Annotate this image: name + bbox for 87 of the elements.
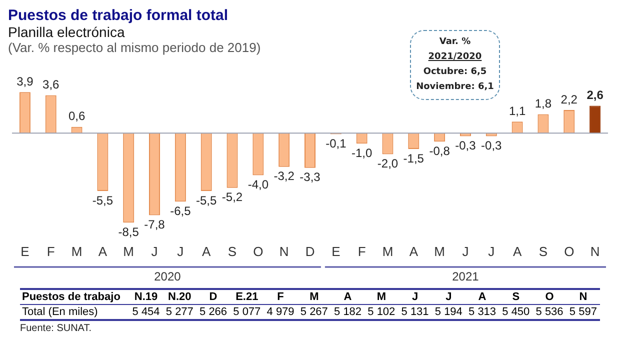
category-label: N [578,290,588,304]
category-label: M [308,290,320,304]
data-label: -0,8 [429,144,450,158]
chart-subtitle: Planilla electrónica [8,24,126,40]
data-label: -3,3 [300,170,321,184]
x-tick-label: F [46,244,55,259]
data-label: -0,3 [455,138,476,153]
category-label: S [511,290,521,304]
data-label: -1,5 [403,151,424,166]
x-tick-label: J [177,244,184,259]
x-tick-label: M [123,244,134,259]
data-label: 5 266 [198,305,228,320]
category-label: N.20 [167,290,192,304]
data-label: -5,2 [222,190,243,204]
text: Total (En miles) [21,305,99,320]
data-label: -2,0 [377,156,398,171]
data-label: 5 182 [333,305,363,320]
x-tick-label: J [488,244,495,259]
data-label: 5 313 [468,305,498,320]
category-label: E.21 [234,290,260,304]
data-label: -5,5 [196,193,218,208]
data-label: 3,6 [42,78,60,92]
x-tick-label: N [590,244,600,259]
data-label: 5 277 [164,305,194,320]
x-tick-label: A [202,244,212,259]
source-note: Fuente: SUNAT. [20,323,93,334]
data-label: 2,2 [560,92,578,106]
x-tick-label: D [305,244,315,259]
category-label: N.19 [133,290,159,304]
x-tick-label: J [462,244,469,259]
text: 2021 [452,269,480,284]
data-label: 0,6 [68,109,86,124]
y-axis-title: (Var. % respecto al mismo periodo de 2019) [8,40,261,56]
data-label: -4,0 [248,178,269,192]
data-label: 5 454 [131,305,161,320]
data-label: -5,5 [92,193,114,208]
x-tick-label: S [538,244,548,259]
category-label: M [376,290,387,304]
x-tick-label: A [98,244,108,259]
text: Puestos de trabajo [21,290,122,304]
x-tick-label: M [71,244,82,259]
text: Var. % [438,36,472,49]
category-label: O [544,290,555,304]
data-label: 5 194 [434,305,464,320]
data-label: 5 536 [534,305,564,320]
x-tick-label: E [20,244,30,259]
x-tick-label: F [358,244,366,259]
x-tick-label: M [434,244,445,259]
text: 2020 [154,269,182,284]
text: 2021/2020 [427,51,483,64]
data-label: -7,8 [144,218,166,232]
category-label: F [276,290,285,304]
x-tick-label: N [279,244,289,259]
x-tick-label: E [332,244,341,259]
data-label: 5 102 [366,305,396,320]
data-label: -1,0 [351,146,372,160]
data-label: 5 597 [568,305,598,320]
data-label: 5 131 [400,305,430,320]
x-tick-label: J [151,244,158,259]
category-label: A [342,290,353,304]
data-label: -3,2 [274,169,295,184]
text: Noviembre: 6,1 [415,81,495,94]
x-tick-label: M [382,244,394,259]
data-label: 5 077 [232,305,262,320]
x-tick-label: A [512,244,522,259]
data-label: -0,1 [326,136,347,151]
data-label: 3,9 [16,74,34,88]
data-label: -8,5 [118,224,140,239]
x-tick-label: A [409,244,418,259]
data-label: 4 979 [266,305,296,320]
text: Octubre: 6,5 [422,66,488,79]
data-label: 1,8 [534,96,552,111]
x-tick-label: S [228,244,237,259]
category-label: D [208,290,218,304]
data-label: -6,5 [170,204,192,218]
x-tick-label: O [564,244,574,259]
bar [590,106,601,134]
data-label: 2,6 [586,88,604,102]
data-label: -0,3 [481,138,502,153]
data-label: 5 267 [299,305,329,320]
category-label: J [444,290,453,304]
data-label: 5 450 [501,305,531,320]
category-label: A [477,290,488,304]
x-tick-label: O [253,244,264,259]
chart-title: Puestos de trabajo formal total [8,7,230,24]
category-label: J [410,290,420,304]
data-label: 1,1 [508,104,526,118]
